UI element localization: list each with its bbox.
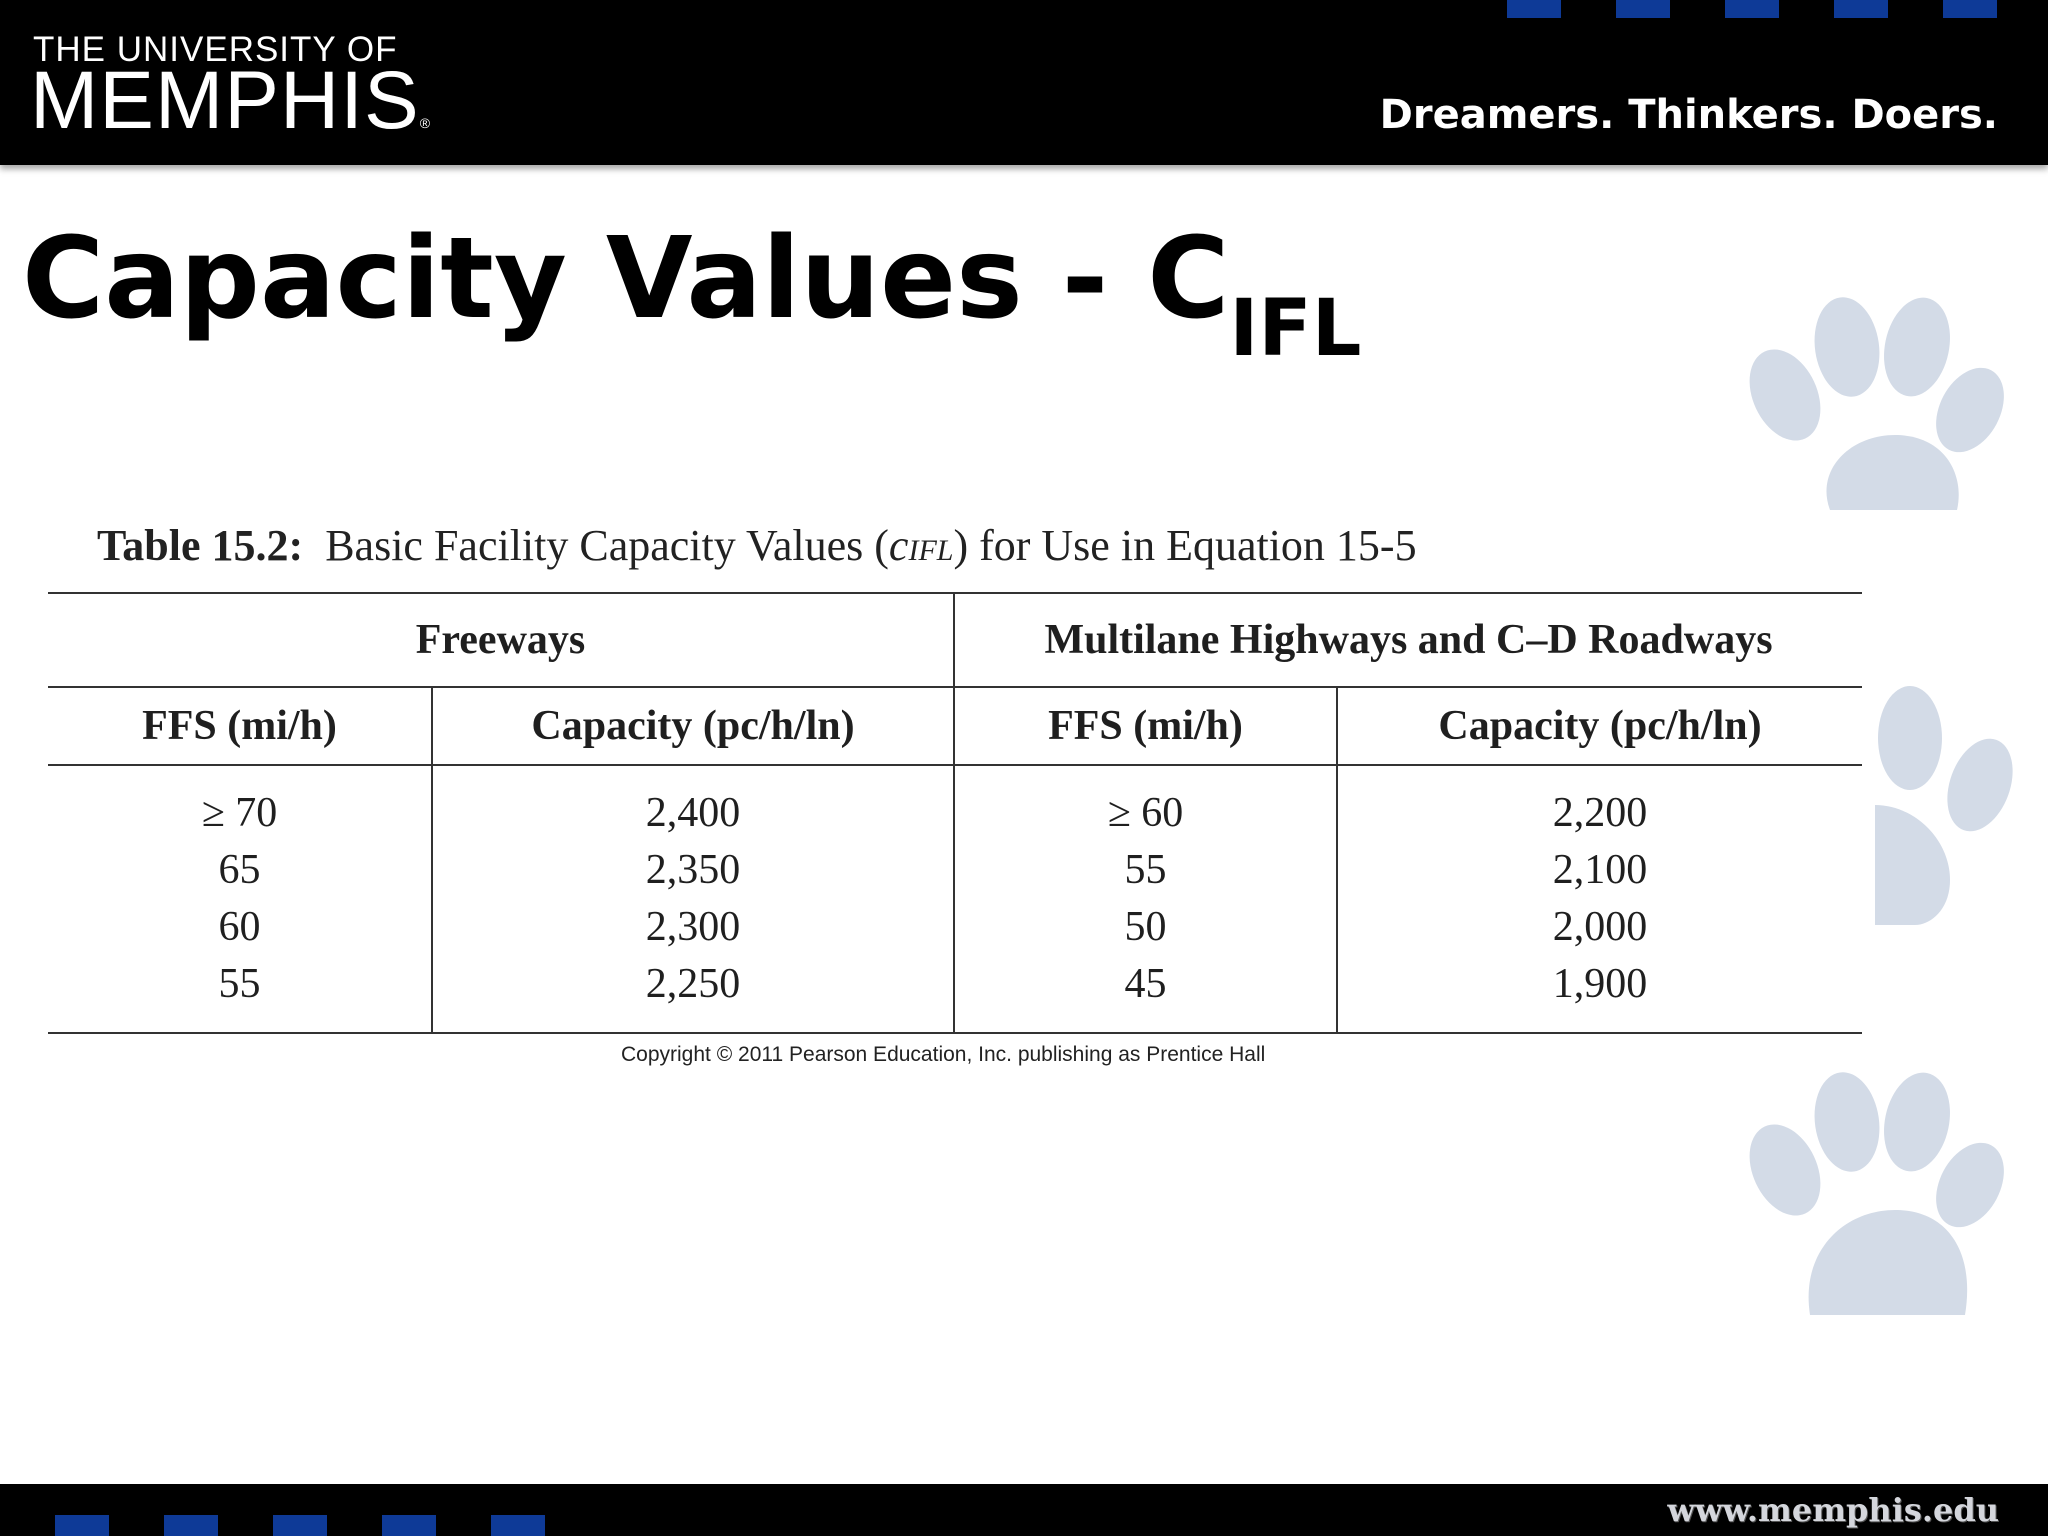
table-cell: 2,100 (1336, 841, 1862, 898)
slide-title-subscript: IFL (1229, 284, 1362, 374)
table-row: ≥ 70 2,400 ≥ 60 2,200 (48, 765, 1862, 841)
bottom-decor-square (55, 1515, 109, 1536)
bottom-decor-square (273, 1515, 327, 1536)
paw-print-icon (1749, 297, 2004, 510)
table-cell: 60 (218, 903, 261, 950)
bottom-decor-square (382, 1515, 436, 1536)
top-decor-square (1507, 0, 1561, 18)
table-cell: 1,900 (1336, 955, 1862, 1034)
table-row: 65 2,350 55 2,100 (48, 841, 1862, 898)
table-cell: 55 (48, 955, 432, 1034)
table-cell: 45 (953, 955, 1337, 1034)
table-cell: 2,000 (1336, 898, 1862, 955)
column-header: Capacity (pc/h/ln) (1336, 687, 1862, 766)
logo-top-text: THE UNIVERSITY OF (33, 30, 398, 69)
column-header: FFS (mi/h) (953, 687, 1337, 766)
table-cell: 2,200 (1336, 765, 1862, 841)
table-cell: 50 (953, 898, 1337, 955)
copyright-notice: Copyright © 2011 Pearson Education, Inc.… (621, 1043, 1266, 1066)
table-group-header-row: Freeways Multilane Highways and C–D Road… (48, 592, 1862, 688)
table-cell: ≥ 70 (201, 789, 278, 836)
top-decor-square (1943, 0, 1997, 18)
table-cell: 2,400 (431, 765, 954, 841)
capacity-table: Freeways Multilane Highways and C–D Road… (48, 592, 1862, 1034)
university-logo: MEMPHIS® (30, 60, 431, 142)
column-header: FFS (mi/h) (48, 687, 432, 766)
bottom-decor-square (491, 1515, 545, 1536)
paw-print-icon (1749, 1072, 2004, 1315)
logo-registered-mark: ® (419, 115, 432, 131)
table-cell: 55 (953, 841, 1337, 898)
slide-title-main: Capacity Values - C (22, 214, 1230, 344)
tagline: Dreamers. Thinkers. Doers. (1379, 92, 1998, 138)
table-caption-text: Basic Facility Capacity Values ( (325, 521, 889, 570)
table-caption: Table 15.2: Basic Facility Capacity Valu… (97, 520, 1417, 571)
website-link[interactable]: www.memphis.edu (1667, 1491, 1999, 1529)
table-cell: 65 (218, 846, 261, 893)
group-header-freeways: Freeways (48, 592, 954, 688)
table-caption-end: ) for Use in Equation 15-5 (953, 521, 1417, 570)
top-decor-square (1725, 0, 1779, 18)
bottom-decor-square (164, 1515, 218, 1536)
slide-title: Capacity Values - CIFL (22, 212, 1361, 374)
column-header: Capacity (pc/h/ln) (431, 687, 954, 766)
top-decor-square (1834, 0, 1888, 18)
paw-print-icon (1875, 686, 2013, 925)
table-cell: 2,250 (431, 955, 954, 1034)
table-caption-number: Table 15.2: (97, 521, 304, 570)
table-row: 60 2,300 50 2,000 (48, 898, 1862, 955)
table-row: 55 2,250 45 1,900 (48, 955, 1862, 1034)
table-caption-symbol: c (888, 521, 909, 570)
table-cell: 2,300 (431, 898, 954, 955)
table-cell: ≥ 60 (953, 765, 1337, 841)
logo-main-text: MEMPHIS (30, 55, 420, 146)
table-column-header-row: FFS (mi/h) Capacity (pc/h/ln) FFS (mi/h)… (48, 687, 1862, 766)
table-cell: 2,350 (431, 841, 954, 898)
top-decor-square (1616, 0, 1670, 18)
table-caption-subscript: IFL (908, 534, 954, 567)
header-bar: THE UNIVERSITY OF MEMPHIS® Dreamers. Thi… (0, 0, 2048, 165)
footer-bar (0, 1484, 2048, 1536)
group-header-multilane: Multilane Highways and C–D Roadways (953, 592, 1862, 688)
